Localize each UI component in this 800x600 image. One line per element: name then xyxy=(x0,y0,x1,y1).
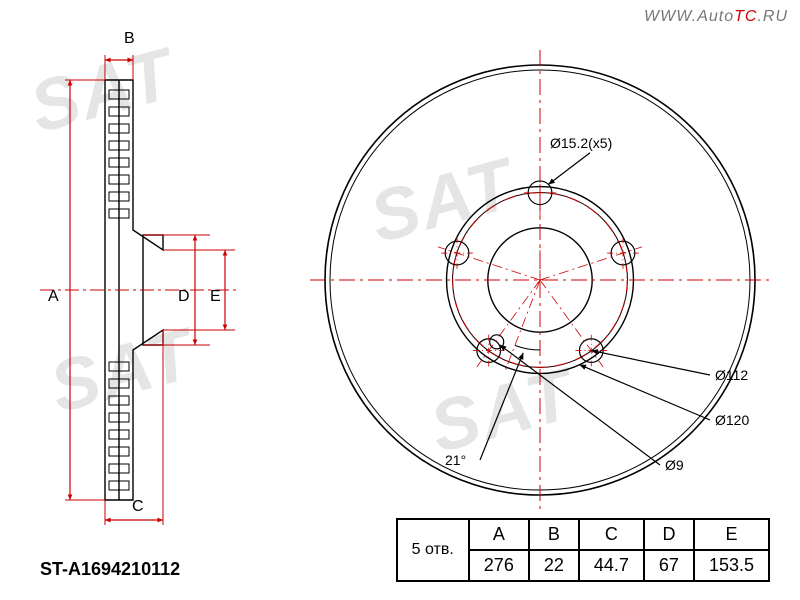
cross-section-view xyxy=(10,20,290,540)
dim-label-B: B xyxy=(124,30,135,48)
holes-count-cell: 5 отв. xyxy=(397,519,469,581)
table-cell: 67 xyxy=(644,550,694,581)
svg-text:Ø112: Ø112 xyxy=(715,367,748,383)
svg-text:21°: 21° xyxy=(445,452,466,468)
dim-label-D: D xyxy=(178,288,190,306)
table-row: 5 отв. A B C D E xyxy=(397,519,769,550)
dim-label-E: E xyxy=(210,288,221,306)
table-header: E xyxy=(694,519,769,550)
table-header: C xyxy=(579,519,644,550)
part-number-label: ST-A1694210112 xyxy=(40,559,180,580)
source-url: WWW.AutoTC.RU xyxy=(644,8,788,26)
table-cell: 44.7 xyxy=(579,550,644,581)
svg-text:Ø9: Ø9 xyxy=(665,457,684,473)
dim-label-C: C xyxy=(132,498,144,516)
url-prefix: WWW. xyxy=(644,8,697,25)
table-cell: 22 xyxy=(529,550,579,581)
dimension-table: 5 отв. A B C D E 276 22 44.7 67 153.5 xyxy=(396,518,770,582)
url-mid: Auto xyxy=(697,8,734,25)
svg-text:Ø15.2(x5): Ø15.2(x5) xyxy=(550,135,612,151)
table-header: B xyxy=(529,519,579,550)
table-header: A xyxy=(469,519,529,550)
svg-text:Ø120: Ø120 xyxy=(715,412,749,428)
table-cell: 276 xyxy=(469,550,529,581)
url-accent: TC xyxy=(734,8,757,25)
table-cell: 153.5 xyxy=(694,550,769,581)
table-header: D xyxy=(644,519,694,550)
url-suffix: .RU xyxy=(757,8,788,25)
drawing-container: SAT SAT SAT SAT WWW.AutoTC.RU A B C D E … xyxy=(0,0,800,600)
dim-label-A: A xyxy=(48,288,59,306)
disc-front-view: Ø15.2(x5) Ø112 Ø120 Ø9 21° xyxy=(300,40,780,520)
